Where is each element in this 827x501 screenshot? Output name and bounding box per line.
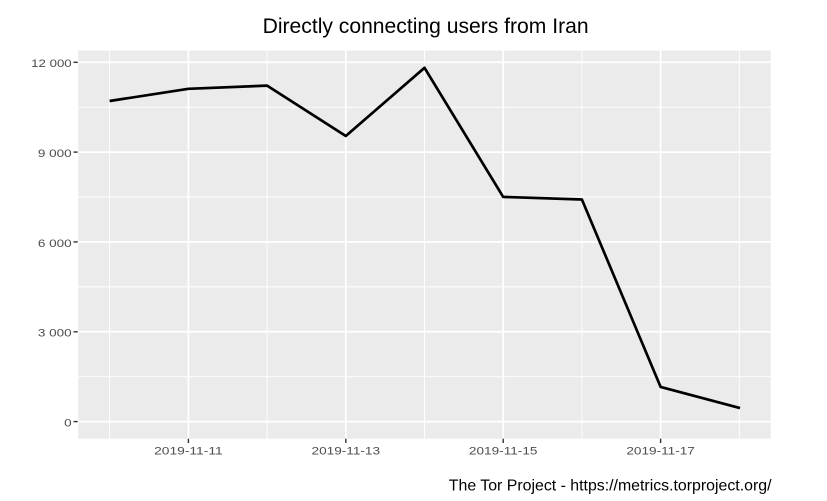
svg-text:2019-11-13: 2019-11-13 — [312, 446, 381, 458]
svg-text:2019-11-15: 2019-11-15 — [469, 446, 538, 458]
svg-text:Directly connecting users from: Directly connecting users from Iran — [263, 14, 589, 38]
svg-text:6 000: 6 000 — [38, 238, 72, 250]
svg-text:3 000: 3 000 — [38, 328, 72, 340]
svg-text:2019-11-11: 2019-11-11 — [154, 446, 223, 458]
svg-text:9 000: 9 000 — [38, 148, 72, 160]
svg-text:2019-11-17: 2019-11-17 — [626, 446, 695, 458]
svg-text:0: 0 — [64, 418, 72, 430]
svg-text:The Tor Project - https://metr: The Tor Project - https://metrics.torpro… — [449, 477, 772, 494]
svg-text:12 000: 12 000 — [31, 58, 72, 70]
